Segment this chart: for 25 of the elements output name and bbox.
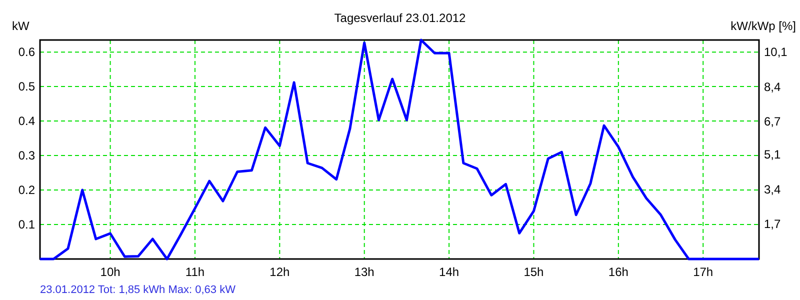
y2-tick-label: 3,4 <box>764 182 782 196</box>
y2-tick-label: 6,7 <box>764 114 782 129</box>
x-tick-label: 16h <box>608 265 628 279</box>
line-series <box>38 38 760 260</box>
x-tick-label: 14h <box>439 265 460 279</box>
y2-axis-title: kW/kWp [%] <box>730 19 796 33</box>
x-tick-label: 15h <box>524 265 544 279</box>
x-tick-label: 10h <box>100 265 120 279</box>
y-tick-label: 0.3 <box>18 148 36 163</box>
y-tick-label: 0.2 <box>18 183 36 198</box>
y2-tick-label: 1,7 <box>764 217 782 232</box>
y2-tick-label: 10,1 <box>764 45 788 60</box>
y-tick-label: 0.1 <box>18 218 36 232</box>
x-tick-label: 13h <box>354 265 374 279</box>
y2-tick-label: 5,1 <box>764 148 782 162</box>
x-tick-label: 12h <box>270 265 290 279</box>
y-tick-label: 0.6 <box>18 45 36 60</box>
y2-tick-label: 8,4 <box>764 80 782 94</box>
text: 23.01.2012 Tot: 1,85 kWh Max: 0,63 kW <box>40 284 236 296</box>
y-tick-label: 0.4 <box>18 114 36 128</box>
chart-title: Tagesverlauf 23.01.2012 <box>334 11 466 25</box>
y-tick-label: 0.5 <box>18 80 36 94</box>
x-tick-label: 11h <box>185 265 205 279</box>
y-axis-title: kW <box>12 19 30 33</box>
x-tick-label: 17h <box>693 265 714 279</box>
